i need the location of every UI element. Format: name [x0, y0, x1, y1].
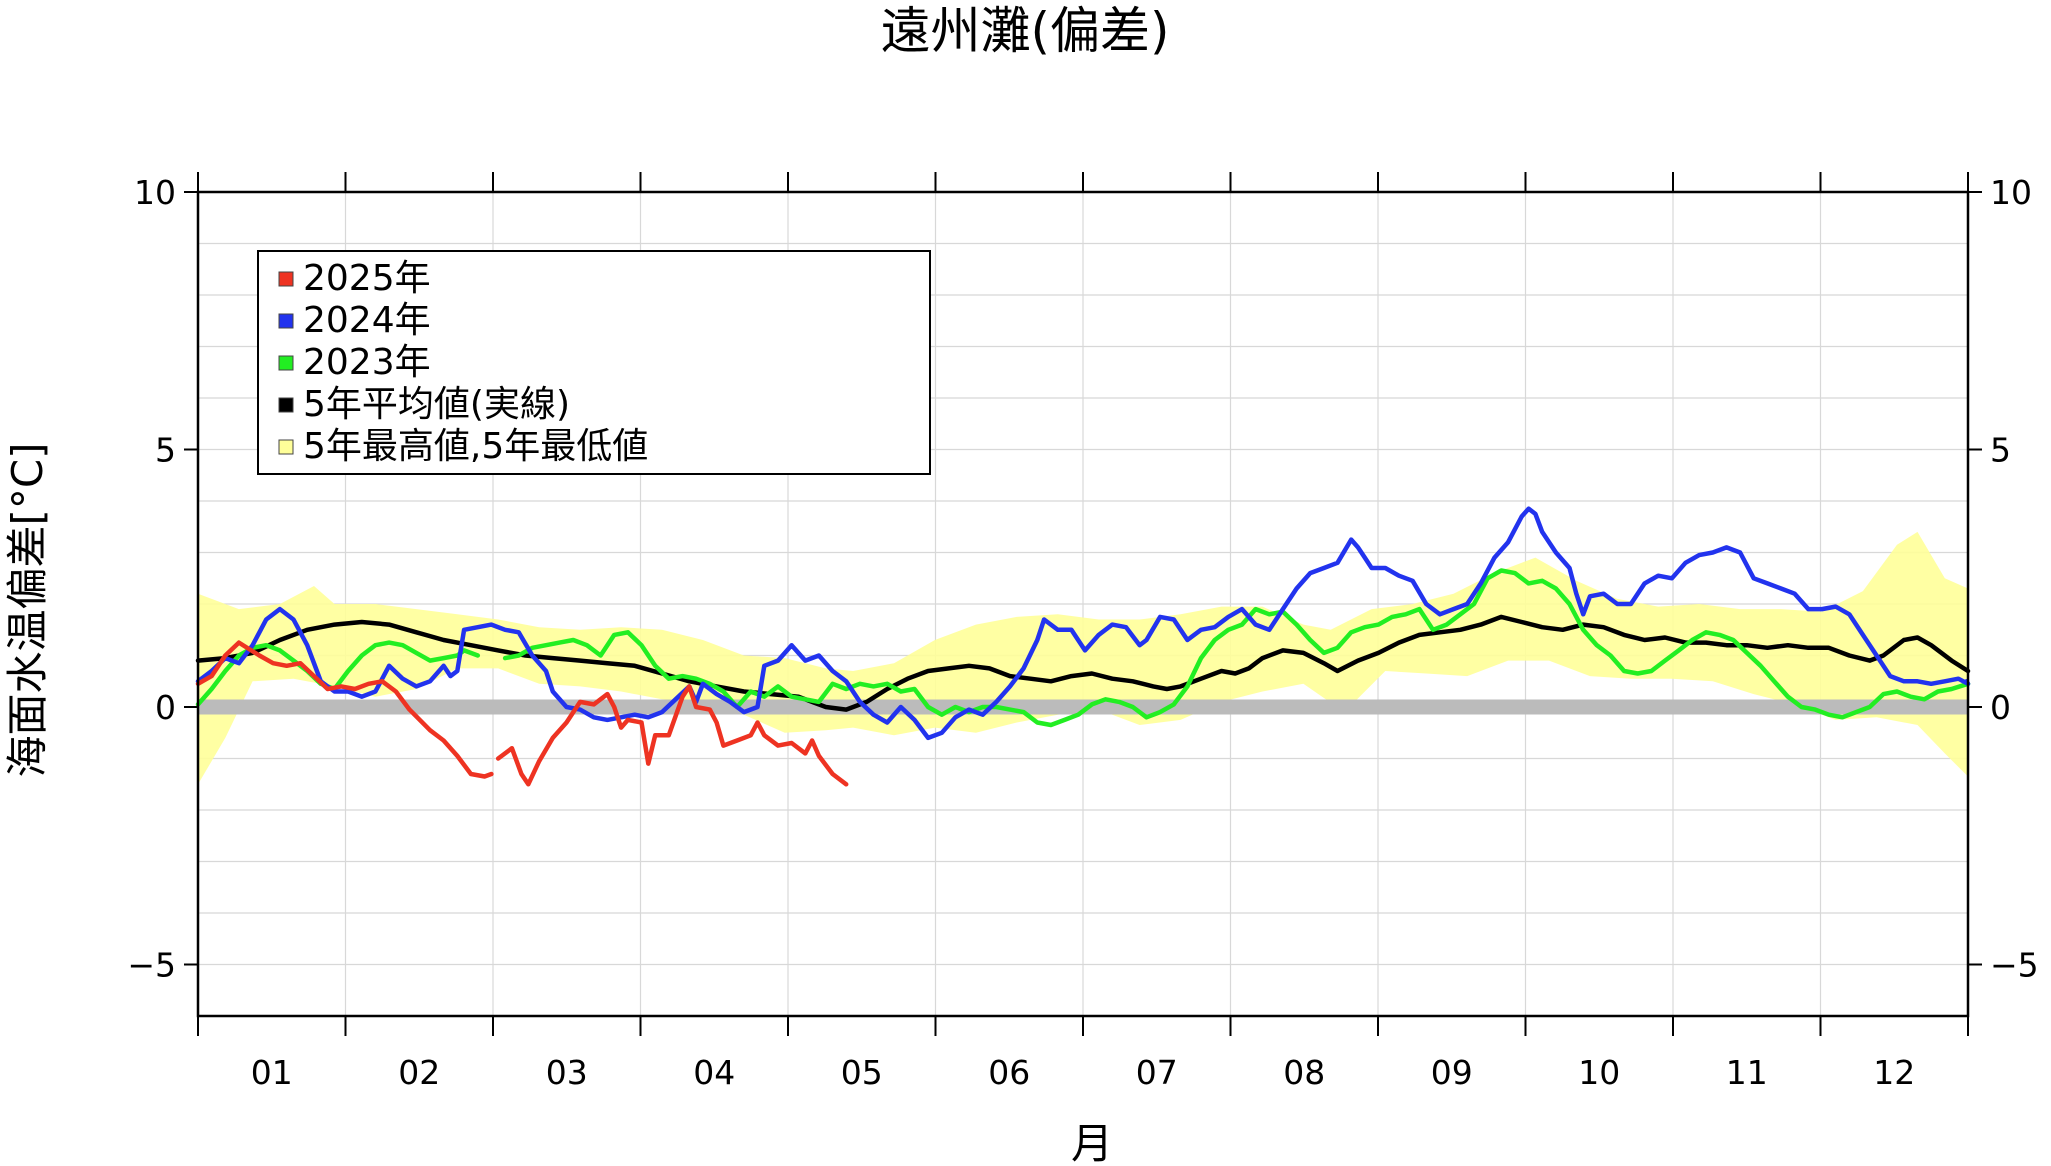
legend-swatch — [278, 313, 294, 329]
series-line-0 — [195, 640, 494, 779]
legend-label: 2024年 — [303, 300, 431, 341]
series-line-1 — [195, 506, 1971, 741]
legend-label: 5年平均値(実線) — [303, 384, 570, 425]
x-tick-label: 05 — [841, 1053, 883, 1092]
y-tick-label-left: 0 — [155, 688, 176, 727]
y-tick-label-left: 5 — [155, 431, 176, 470]
x-tick-label: 10 — [1578, 1053, 1620, 1092]
y-tick-label-right: 5 — [1990, 431, 2011, 470]
x-tick-label: 06 — [988, 1053, 1030, 1092]
x-tick-label: 01 — [251, 1053, 293, 1092]
x-tick-label: 09 — [1431, 1053, 1473, 1092]
series-line-2 — [502, 568, 1971, 728]
band-area — [198, 531, 1968, 785]
series-line-3 — [195, 614, 1971, 712]
x-axis-label: 月 — [1071, 1119, 1113, 1166]
legend-swatch — [278, 355, 294, 371]
x-tick-label: 02 — [398, 1053, 440, 1092]
legend-label: 2023年 — [303, 342, 431, 383]
x-tick-label: 07 — [1136, 1053, 1178, 1092]
x-tick-label: 04 — [693, 1053, 735, 1092]
y-axis-left-ticks: −5 0 5 10 — [127, 173, 198, 985]
y-tick-label-right: −5 — [1990, 946, 2039, 985]
y-axis-label: 海面水温偏差[°C] — [3, 442, 52, 777]
x-tick-label: 08 — [1283, 1053, 1325, 1092]
legend-box — [257, 250, 931, 475]
y-tick-label-left: −5 — [127, 946, 176, 985]
legend-label: 5年最高値,5年最低値 — [303, 426, 648, 467]
legend-label: 2025年 — [303, 258, 431, 299]
legend-swatch — [278, 271, 294, 287]
chart-title: 遠州灘(偏差) — [880, 2, 1169, 60]
x-axis-ticks: 01 02 03 04 05 06 07 08 09 10 11 12 — [197, 172, 1969, 1092]
y-tick-label-right: 0 — [1990, 688, 2011, 727]
y-axis-right-ticks: −5 0 5 10 — [1968, 173, 2039, 985]
data-series — [195, 506, 1971, 787]
x-tick-label: 11 — [1726, 1053, 1768, 1092]
y-tick-label-left: 10 — [134, 173, 176, 212]
max-min-band — [198, 531, 1968, 785]
legend-swatch — [278, 397, 294, 413]
x-tick-label: 03 — [546, 1053, 588, 1092]
series-line-0 — [495, 684, 849, 787]
y-tick-label-right: 10 — [1990, 173, 2032, 212]
x-tick-label: 12 — [1873, 1053, 1915, 1092]
legend-swatch — [278, 439, 294, 455]
